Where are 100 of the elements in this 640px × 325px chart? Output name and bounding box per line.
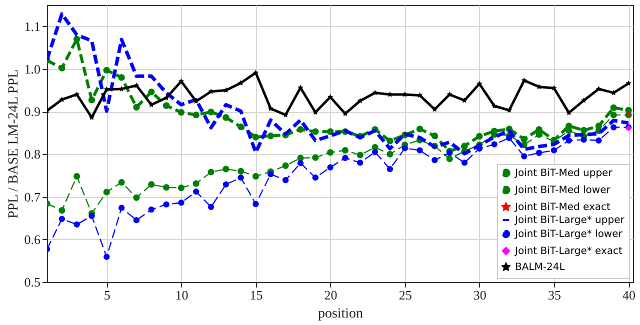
point — [88, 212, 95, 220]
legend-label: Joint BiT-Large* upper — [514, 215, 626, 226]
point — [178, 109, 185, 116]
x-tick-label: 40 — [622, 288, 636, 302]
point — [222, 114, 230, 121]
point — [357, 160, 364, 166]
y-tick-label: 1.1 — [24, 18, 40, 34]
point — [386, 138, 394, 144]
point — [178, 184, 184, 192]
point — [178, 200, 184, 206]
point — [596, 137, 602, 144]
y-tick-label: 0.8 — [24, 146, 40, 162]
point — [162, 184, 170, 191]
point — [252, 134, 260, 140]
point — [431, 132, 438, 140]
point — [88, 114, 95, 120]
point — [148, 181, 155, 188]
point — [88, 96, 96, 104]
point — [58, 207, 66, 214]
point — [282, 162, 289, 169]
point — [297, 126, 304, 133]
point — [74, 92, 80, 97]
point — [610, 124, 617, 130]
point — [536, 131, 542, 138]
point — [432, 106, 438, 112]
x-tick-label: 5 — [104, 288, 110, 302]
x-tick-label: 30 — [473, 288, 486, 302]
point — [133, 217, 140, 224]
point — [238, 174, 244, 181]
point — [74, 221, 80, 228]
point — [566, 127, 572, 134]
point — [208, 168, 214, 176]
y-tick-label: 0.9 — [24, 104, 40, 120]
legend-label: Joint BiT-Med exact — [514, 202, 611, 213]
point — [268, 106, 274, 111]
y-tick-label: 0.7 — [24, 189, 41, 204]
point — [312, 154, 319, 161]
point — [192, 180, 200, 187]
y-axis-title: PPL / BASE LM-24L PPL — [6, 69, 22, 219]
point — [193, 98, 199, 104]
point — [610, 112, 617, 118]
point — [238, 168, 244, 174]
point — [237, 124, 244, 130]
point — [416, 147, 423, 154]
point — [104, 254, 110, 260]
point — [163, 201, 170, 208]
point — [626, 80, 632, 86]
point — [134, 82, 140, 88]
point — [74, 173, 80, 180]
point — [506, 134, 512, 142]
point — [386, 150, 394, 158]
point — [432, 157, 438, 164]
point — [118, 74, 125, 81]
point — [610, 104, 617, 112]
y-tick-label: 0.5 — [24, 274, 40, 290]
point — [252, 70, 259, 76]
x-tick-label: 25 — [398, 288, 412, 302]
x-tick-label: 20 — [324, 288, 338, 302]
point — [118, 178, 125, 186]
point — [492, 103, 498, 108]
point — [476, 132, 483, 140]
point — [446, 92, 452, 97]
point — [148, 206, 154, 213]
point — [596, 86, 602, 92]
point — [58, 64, 66, 72]
point — [133, 104, 140, 111]
legend-label: Joint BiT-Med lower — [514, 185, 612, 196]
point — [342, 110, 348, 116]
point — [58, 216, 66, 222]
point — [402, 145, 408, 152]
point — [356, 152, 364, 158]
point — [192, 112, 200, 118]
x-tick-label: 35 — [548, 288, 561, 302]
point — [580, 136, 587, 143]
point — [521, 77, 527, 83]
point — [386, 166, 394, 172]
point — [252, 173, 260, 180]
point — [566, 137, 572, 144]
point — [520, 136, 528, 143]
point — [162, 102, 170, 109]
point — [342, 154, 348, 162]
point — [118, 204, 125, 211]
point — [103, 188, 110, 196]
point — [104, 86, 110, 92]
point — [73, 36, 80, 42]
point — [580, 126, 588, 134]
point — [372, 148, 378, 156]
point — [461, 160, 468, 166]
point — [297, 160, 304, 166]
point — [446, 156, 453, 162]
point — [252, 200, 259, 208]
legend-label: Joint BiT-Med upper — [514, 168, 614, 179]
point — [327, 149, 334, 156]
x-tick-label: 15 — [250, 288, 263, 302]
point — [193, 188, 200, 195]
point — [163, 94, 170, 100]
point — [536, 150, 542, 156]
point — [312, 174, 318, 181]
point — [312, 109, 318, 115]
point — [342, 147, 349, 154]
